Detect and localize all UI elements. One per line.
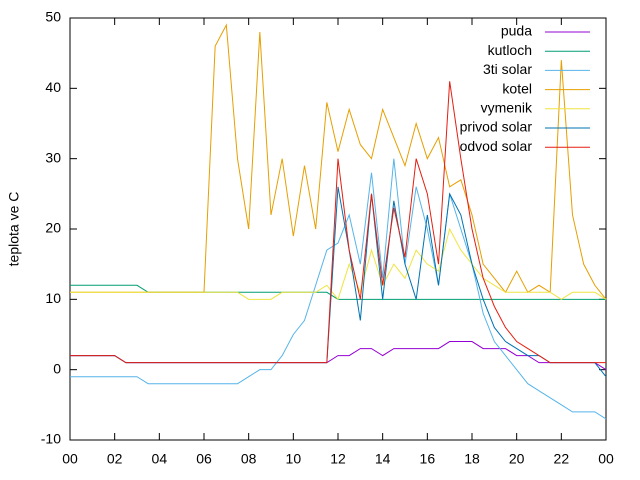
y-tick-label: 10	[45, 290, 61, 306]
legend-label: puda	[501, 23, 532, 39]
x-tick-label: 18	[464, 451, 480, 467]
y-axis-label: teplota ve C	[6, 192, 22, 267]
legend-label: kotel	[502, 80, 532, 96]
x-tick-label: 10	[286, 451, 302, 467]
series-line	[70, 341, 607, 371]
legend-label: vymenik	[481, 100, 533, 116]
x-tick-label: 20	[509, 451, 525, 467]
y-tick-label: 40	[45, 79, 61, 95]
series-line	[70, 227, 607, 301]
series-line	[70, 186, 607, 378]
legend-label: kutloch	[488, 42, 532, 58]
x-tick-label: 06	[196, 451, 212, 467]
legend-label: 3ti solar	[483, 61, 532, 77]
y-tick-label: 0	[53, 360, 61, 376]
y-tick-label: 50	[45, 9, 61, 25]
y-tick-label: -10	[41, 431, 61, 447]
legend-label: privod solar	[460, 119, 533, 135]
x-tick-label: 08	[241, 451, 257, 467]
x-tick-label: 04	[152, 451, 168, 467]
y-tick-label: 20	[45, 220, 61, 236]
y-tick-label: 30	[45, 149, 61, 165]
x-tick-label: 22	[554, 451, 570, 467]
x-tick-label: 00	[598, 451, 614, 467]
x-tick-label: 00	[62, 451, 78, 467]
x-tick-label: 02	[107, 451, 123, 467]
x-tick-label: 12	[330, 451, 346, 467]
series-line	[70, 158, 607, 420]
series-line	[70, 81, 606, 364]
x-tick-label: 14	[375, 451, 391, 467]
legend-label: odvod solar	[460, 138, 533, 154]
x-tick-label: 16	[420, 451, 436, 467]
